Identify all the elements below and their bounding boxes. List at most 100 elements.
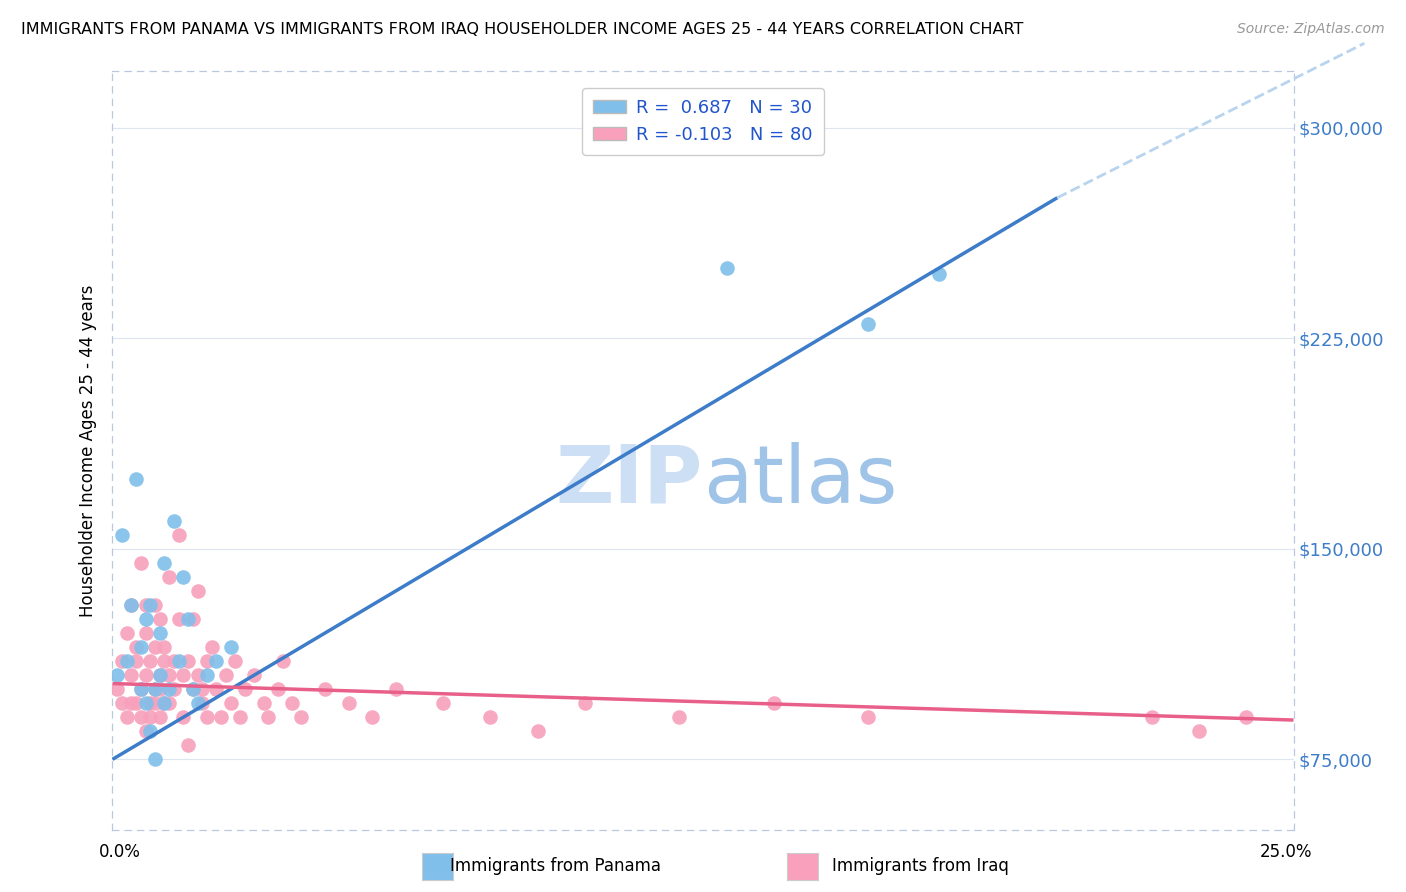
Point xyxy=(149,710,172,724)
Point xyxy=(1140,710,1163,724)
Point xyxy=(143,640,166,654)
Point xyxy=(157,668,180,682)
Point xyxy=(125,640,148,654)
Point xyxy=(181,682,204,697)
Point xyxy=(139,710,162,724)
Point xyxy=(139,654,162,668)
Point xyxy=(143,696,166,710)
Point xyxy=(337,696,360,710)
Text: ZIP: ZIP xyxy=(555,442,703,520)
Point xyxy=(172,710,194,724)
Point xyxy=(135,626,157,640)
Text: 25.0%: 25.0% xyxy=(1260,843,1313,861)
Point xyxy=(135,612,157,626)
Point xyxy=(177,739,200,753)
Point xyxy=(143,598,166,612)
Point xyxy=(135,598,157,612)
Point xyxy=(157,682,180,697)
Point xyxy=(129,682,152,697)
Point xyxy=(163,682,186,697)
Point xyxy=(139,598,162,612)
Legend: R =  0.687   N = 30, R = -0.103   N = 80: R = 0.687 N = 30, R = -0.103 N = 80 xyxy=(582,88,824,154)
Point xyxy=(167,527,190,541)
Point xyxy=(191,682,214,697)
Point xyxy=(129,710,152,724)
Point xyxy=(209,710,232,724)
Point xyxy=(177,654,200,668)
Point xyxy=(105,668,128,682)
Point xyxy=(219,640,242,654)
Point xyxy=(163,514,186,528)
Y-axis label: Householder Income Ages 25 - 44 years: Householder Income Ages 25 - 44 years xyxy=(79,285,97,616)
Point xyxy=(120,598,142,612)
Point xyxy=(257,710,280,724)
Point xyxy=(120,668,142,682)
Point xyxy=(215,668,238,682)
Point xyxy=(143,682,166,697)
Text: IMMIGRANTS FROM PANAMA VS IMMIGRANTS FROM IRAQ HOUSEHOLDER INCOME AGES 25 - 44 Y: IMMIGRANTS FROM PANAMA VS IMMIGRANTS FRO… xyxy=(21,22,1024,37)
Point xyxy=(1234,710,1257,724)
Point xyxy=(135,696,157,710)
Point xyxy=(1188,724,1211,739)
Point xyxy=(149,668,172,682)
Text: Immigrants from Iraq: Immigrants from Iraq xyxy=(832,857,1010,875)
Point xyxy=(115,710,138,724)
Point xyxy=(858,710,880,724)
Point xyxy=(125,471,148,485)
Point xyxy=(281,696,304,710)
Point xyxy=(479,710,502,724)
Point xyxy=(205,654,228,668)
Point xyxy=(195,668,218,682)
Point xyxy=(361,710,384,724)
Point xyxy=(253,696,276,710)
Point xyxy=(267,682,290,697)
Point xyxy=(186,583,208,598)
Point xyxy=(224,654,246,668)
Point xyxy=(526,724,548,739)
Point xyxy=(314,682,336,697)
Point xyxy=(177,612,200,626)
Point xyxy=(219,696,242,710)
Point xyxy=(172,570,194,584)
Point xyxy=(858,317,880,331)
Point xyxy=(139,696,162,710)
Point xyxy=(181,612,204,626)
Point xyxy=(143,752,166,766)
Point xyxy=(105,682,128,697)
Point xyxy=(163,654,186,668)
Point xyxy=(153,556,176,570)
Point xyxy=(120,598,142,612)
Point xyxy=(153,696,176,710)
Point xyxy=(716,260,738,275)
Point xyxy=(181,682,204,697)
Point xyxy=(157,570,180,584)
Point xyxy=(129,682,152,697)
Point xyxy=(574,696,596,710)
Point xyxy=(115,654,138,668)
Point xyxy=(243,668,266,682)
Point xyxy=(153,696,176,710)
Point xyxy=(271,654,294,668)
Point xyxy=(186,696,208,710)
Text: Immigrants from Panama: Immigrants from Panama xyxy=(450,857,661,875)
Point xyxy=(111,527,134,541)
Point xyxy=(125,654,148,668)
Point xyxy=(143,682,166,697)
Point xyxy=(186,668,208,682)
Point xyxy=(191,696,214,710)
Point xyxy=(125,696,148,710)
Point xyxy=(129,640,152,654)
Point xyxy=(153,640,176,654)
Point xyxy=(668,710,690,724)
Point xyxy=(205,682,228,697)
Point xyxy=(149,682,172,697)
Text: 0.0%: 0.0% xyxy=(98,843,141,861)
Point xyxy=(172,668,194,682)
Point xyxy=(111,696,134,710)
Point xyxy=(135,724,157,739)
Point xyxy=(149,612,172,626)
Point xyxy=(157,696,180,710)
Point xyxy=(111,654,134,668)
Point xyxy=(167,654,190,668)
Point xyxy=(135,668,157,682)
